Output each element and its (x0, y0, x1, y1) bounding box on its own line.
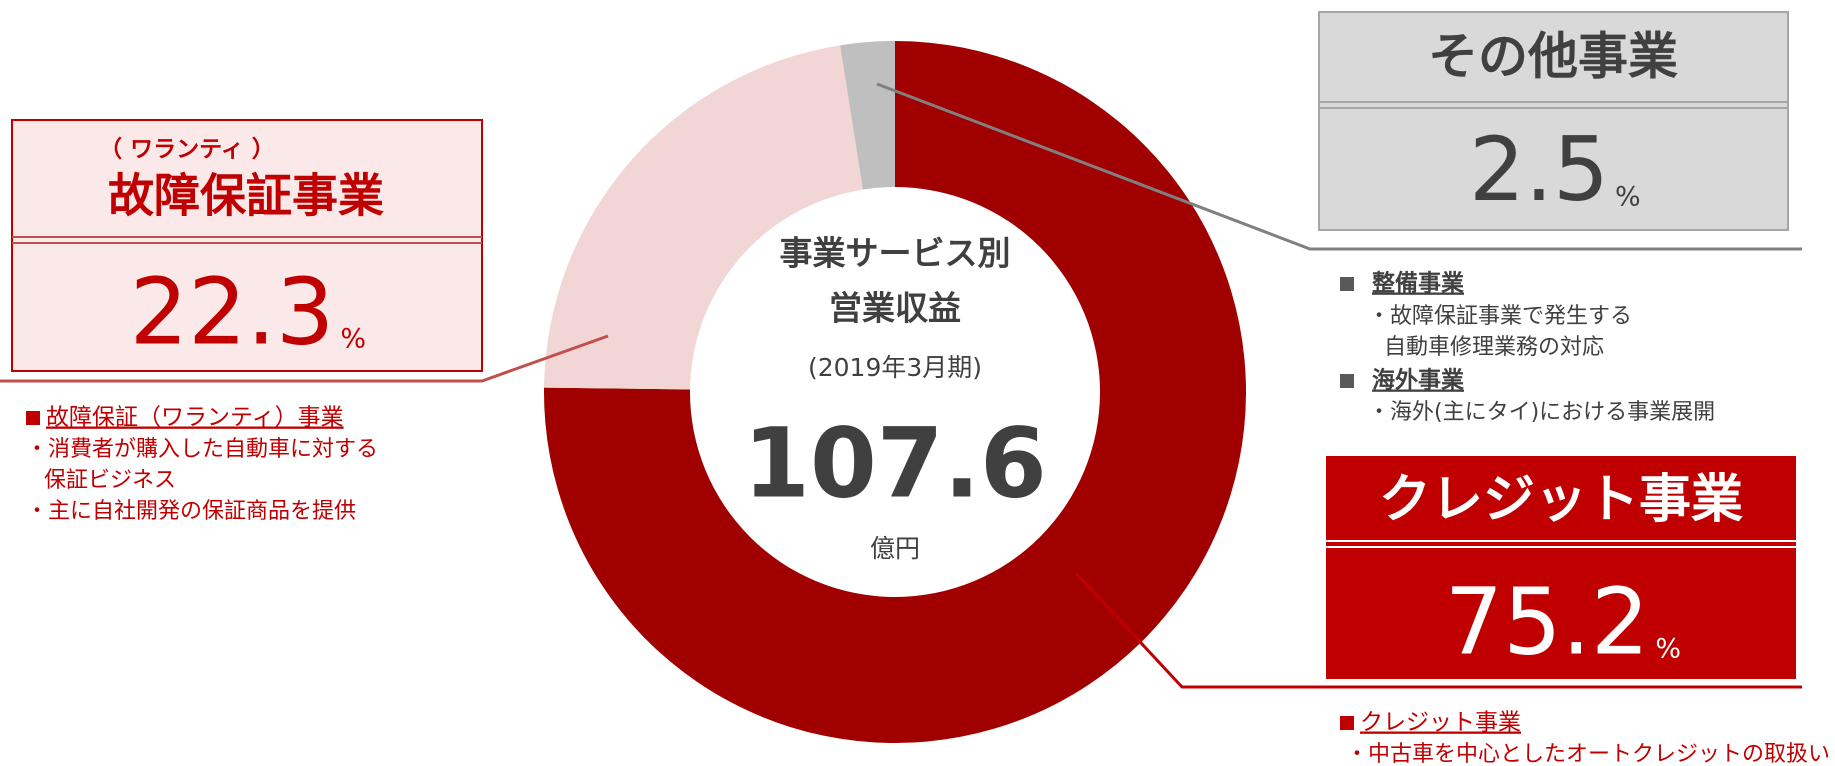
box-title: クレジット事業 (1379, 470, 1743, 530)
center-period: (2019年3月期) (808, 353, 982, 382)
center-title: 事業サービス別 (780, 234, 1011, 273)
note-heading: クレジット事業 (1360, 710, 1521, 736)
note-line: 保証ビジネス (44, 468, 176, 493)
box-unit: % (1655, 634, 1681, 665)
box-title: 故障保証事業 (108, 169, 384, 223)
center-title: 営業収益 (829, 289, 961, 328)
box-unit: % (340, 324, 366, 355)
note-line: ・主に自社開発の保証商品を提供 (26, 499, 356, 524)
credit-box (1326, 456, 1796, 679)
note-heading: 海外事業 (1372, 367, 1465, 394)
center-unit: 億円 (870, 534, 920, 563)
box-value: 2.5 (1469, 118, 1609, 221)
leader-line (0, 334, 609, 383)
note-line: ・中古車を中心としたオートクレジットの取扱い (1346, 742, 1830, 766)
note-heading: 整備事業 (1372, 270, 1465, 297)
center-total: 107.6 (743, 407, 1047, 519)
bullet-square (1340, 716, 1354, 730)
note-line: ・故障保証事業で発生する (1368, 304, 1632, 329)
box-title: その他事業 (1428, 28, 1678, 86)
box-subtitle: （ ワランティ ） (99, 136, 275, 163)
other-box (1318, 11, 1789, 231)
bullet-square (1340, 374, 1354, 388)
leader-line (1074, 571, 1802, 689)
warranty-box (11, 119, 483, 372)
bullet-square (1340, 277, 1354, 291)
note-line: ・消費者が購入した自動車に対する (26, 437, 378, 462)
bullet-square (26, 411, 40, 425)
box-value: 75.2 (1445, 568, 1650, 675)
box-value: 22.3 (130, 258, 335, 365)
donut-hole (690, 187, 1100, 597)
box-unit: % (1615, 182, 1641, 213)
note-line: ・海外(主にタイ)における事業展開 (1368, 400, 1715, 425)
note-line: 自動車修理業務の対応 (1384, 335, 1604, 360)
leader-line (876, 82, 1802, 251)
note-heading: 故障保証（ワランティ）事業 (46, 405, 344, 431)
